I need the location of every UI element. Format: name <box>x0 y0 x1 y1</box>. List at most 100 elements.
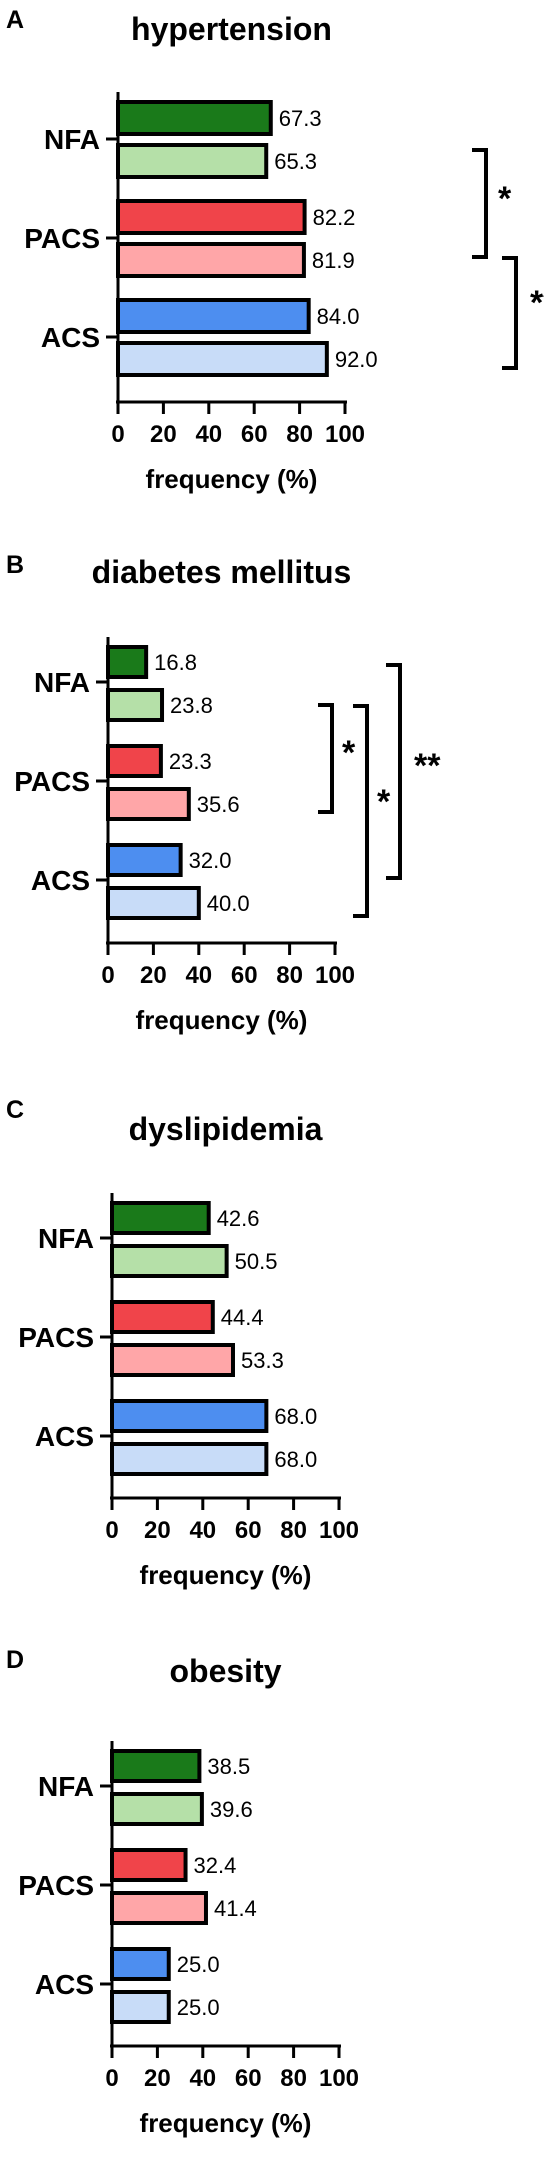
category-label-acs: ACS <box>35 1421 94 1452</box>
value-label: 32.4 <box>194 1853 237 1878</box>
bar-acs-2 <box>110 1442 269 1476</box>
bar-acs-1 <box>110 1947 171 1981</box>
x-tick-label: 0 <box>101 962 114 989</box>
value-label: 23.3 <box>169 749 212 774</box>
x-tick-label: 100 <box>319 1517 359 1544</box>
x-tick-label: 80 <box>280 1517 307 1544</box>
bar-acs-2 <box>110 1990 171 2024</box>
x-tick-label: 0 <box>111 421 124 448</box>
value-label: 84.0 <box>317 304 360 329</box>
bar-nfa-2 <box>110 1792 204 1826</box>
value-label: 53.3 <box>241 1348 284 1373</box>
bar-nfa-2 <box>116 143 269 179</box>
category-label-acs: ACS <box>41 322 100 353</box>
x-tick-label: 40 <box>195 421 222 448</box>
category-label-acs: ACS <box>35 1969 94 2000</box>
panel-letter: C <box>6 1096 24 1124</box>
chart-title: hypertension <box>131 11 332 47</box>
significance-bracket <box>353 704 369 918</box>
x-axis-title: frequency (%) <box>140 1560 312 1590</box>
bar-acs-1 <box>110 1399 269 1433</box>
value-label: 50.5 <box>235 1249 278 1274</box>
x-tick-label: 40 <box>189 1517 216 1544</box>
significance-label: * <box>342 734 356 772</box>
value-label: 40.0 <box>207 891 250 916</box>
significance-bracket <box>318 703 334 814</box>
significance-label: ** <box>530 284 544 322</box>
x-tick-label: 0 <box>105 1517 118 1544</box>
significance-bracket <box>502 256 518 370</box>
bar-pacs-2 <box>110 1891 208 1925</box>
category-label-nfa: NFA <box>44 124 100 155</box>
bar-acs-2 <box>116 341 329 377</box>
chart-title: obesity <box>169 1653 281 1689</box>
bar-nfa-2 <box>110 1244 229 1278</box>
x-axis-title: frequency (%) <box>140 2108 312 2138</box>
x-tick-label: 80 <box>286 421 313 448</box>
x-tick-label: 20 <box>150 421 177 448</box>
significance-bracket <box>472 148 488 259</box>
value-label: 39.6 <box>210 1797 253 1822</box>
value-label: 16.8 <box>154 650 197 675</box>
chart-title: dyslipidemia <box>129 1111 323 1147</box>
bar-acs-2 <box>106 886 201 920</box>
value-label: 41.4 <box>214 1896 257 1921</box>
bar-pacs-1 <box>116 199 307 235</box>
panel-letter: D <box>6 1646 24 1674</box>
x-axis-title: frequency (%) <box>136 1005 308 1035</box>
value-label: 23.8 <box>170 693 213 718</box>
x-tick-label: 100 <box>315 962 355 989</box>
x-tick-label: 80 <box>280 2065 307 2092</box>
x-tick-label: 80 <box>276 962 303 989</box>
bar-nfa-2 <box>106 688 165 722</box>
category-label-pacs: PACS <box>24 223 100 254</box>
x-axis-title: frequency (%) <box>146 464 318 494</box>
x-tick-label: 20 <box>144 1517 171 1544</box>
value-label: 44.4 <box>221 1305 264 1330</box>
bar-nfa-1 <box>110 1749 202 1783</box>
bar-pacs-2 <box>110 1343 235 1377</box>
value-label: 82.2 <box>313 205 356 230</box>
x-tick-label: 40 <box>185 962 212 989</box>
x-tick-label: 0 <box>105 2065 118 2092</box>
significance-label: ** <box>414 747 441 785</box>
value-label: 42.6 <box>217 1206 260 1231</box>
value-label: 65.3 <box>274 149 317 174</box>
bar-pacs-1 <box>110 1848 188 1882</box>
x-tick-label: 20 <box>144 2065 171 2092</box>
bar-pacs-2 <box>106 787 191 821</box>
x-tick-label: 60 <box>231 962 258 989</box>
bar-nfa-1 <box>110 1201 211 1235</box>
bar-nfa-1 <box>116 100 273 136</box>
value-label: 38.5 <box>207 1754 250 1779</box>
x-tick-label: 60 <box>235 1517 262 1544</box>
chart-title: diabetes mellitus <box>92 554 352 590</box>
value-label: 92.0 <box>335 347 378 372</box>
significance-bracket <box>386 663 402 880</box>
bar-acs-1 <box>116 298 311 334</box>
value-label: 81.9 <box>312 248 355 273</box>
category-label-pacs: PACS <box>14 766 90 797</box>
value-label: 68.0 <box>274 1404 317 1429</box>
bar-pacs-1 <box>106 744 163 778</box>
x-tick-label: 40 <box>189 2065 216 2092</box>
category-label-pacs: PACS <box>18 1870 94 1901</box>
bar-nfa-1 <box>106 645 149 679</box>
significance-label: * <box>377 783 391 821</box>
x-tick-label: 60 <box>235 2065 262 2092</box>
value-label: 35.6 <box>197 792 240 817</box>
category-label-acs: ACS <box>31 865 90 896</box>
significance-label: * <box>498 180 512 218</box>
bar-acs-1 <box>106 843 183 877</box>
panel-letter: A <box>6 6 24 34</box>
value-label: 67.3 <box>279 106 322 131</box>
category-label-nfa: NFA <box>38 1771 94 1802</box>
category-label-pacs: PACS <box>18 1322 94 1353</box>
